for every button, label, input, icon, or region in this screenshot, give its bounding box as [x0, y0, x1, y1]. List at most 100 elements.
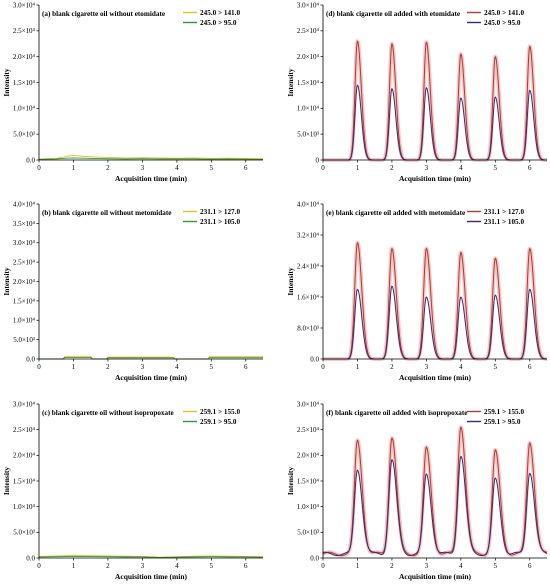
- x-tick-label: 6: [244, 562, 248, 570]
- x-tick-label: 1: [72, 562, 76, 570]
- x-tick-label: 5: [494, 164, 498, 172]
- y-tick-label: 3.0×10⁴: [297, 400, 320, 408]
- panel-title: (a) blank cigarette oil without etomidat…: [42, 10, 165, 18]
- y-tick-label: 3.0×10⁴: [297, 1, 320, 9]
- x-tick-label: 0: [321, 562, 325, 570]
- y-tick-label: 0.0: [26, 355, 35, 363]
- x-tick-label: 5: [494, 363, 498, 371]
- x-axis-title: Acquisition time (min): [115, 373, 188, 382]
- x-tick-label: 2: [390, 363, 394, 371]
- x-tick-label: 3: [141, 164, 145, 172]
- x-tick-label: 0: [37, 164, 41, 172]
- y-tick-label: 3.5×10⁴: [13, 220, 36, 228]
- y-tick-label: 1.0×10⁴: [13, 105, 36, 113]
- y-axis-title: Intensity: [2, 467, 11, 496]
- y-tick-label: 1.5×10⁴: [13, 297, 36, 305]
- y-tick-label: 0.0: [310, 554, 319, 562]
- x-tick-label: 6: [528, 363, 532, 371]
- legend-label: 259.1 > 95.0: [484, 418, 521, 426]
- x-tick-label: 3: [425, 562, 429, 570]
- x-axis-title: Acquisition time (min): [115, 572, 188, 581]
- y-axis-title: Intensity: [286, 267, 295, 296]
- panel-b: 0 1 2 3 4 5 6 0.0 5.0×10³ 1.0×10⁴ 1.5×10⁴ 2.0×10⁴ 2.…: [2, 200, 263, 382]
- y-tick-label: 4.0×10⁴: [297, 200, 320, 208]
- x-tick-label: 5: [210, 363, 214, 371]
- legend-label: 259.1 > 95.0: [200, 418, 237, 426]
- x-tick-label: 0: [37, 363, 41, 371]
- y-tick-label: 2.5×10⁴: [297, 426, 320, 434]
- y-tick-label: 8.0×10³: [297, 324, 319, 332]
- x-tick-label: 0: [37, 562, 41, 570]
- y-tick-label: 2.0×10⁴: [13, 452, 36, 460]
- x-tick-label: 6: [244, 164, 248, 172]
- series-line-1: [322, 426, 548, 557]
- x-tick-label: 4: [459, 164, 463, 172]
- series-line-2: [38, 157, 264, 160]
- y-tick-label: 0.0: [26, 156, 35, 164]
- y-tick-label: 5.0×10³: [13, 529, 35, 537]
- legend-label: 245.0 > 95.0: [200, 19, 237, 27]
- y-tick-label: 5.0×10³: [297, 529, 319, 537]
- y-tick-label: 2.5×10⁴: [297, 27, 320, 35]
- y-tick-label: 3.0×10⁴: [13, 239, 36, 247]
- y-tick-label: 3.0×10⁴: [13, 1, 36, 9]
- series-halo: [321, 39, 549, 162]
- panel-title: (f) blank cigarette oil added with isopr…: [326, 409, 468, 417]
- y-tick-label: 1.0×10⁴: [297, 105, 320, 113]
- y-tick-label: 2.5×10⁴: [13, 426, 36, 434]
- series-line-2: [322, 455, 548, 557]
- legend-label: 245.0 > 141.0: [484, 9, 524, 17]
- x-tick-label: 3: [141, 562, 145, 570]
- x-axis-title: Acquisition time (min): [399, 572, 472, 581]
- x-tick-label: 6: [528, 164, 532, 172]
- panel-f: 0 1 2 3 4 5 6 0.0 5.0×10³ 1.0×10⁴ 1.5×10⁴ 2.0×10⁴ 2.…: [286, 400, 549, 581]
- y-tick-label: 2.5×10⁴: [13, 259, 36, 267]
- x-tick-label: 4: [459, 562, 463, 570]
- y-tick-label: 1.5×10⁴: [13, 79, 36, 87]
- panel-e: 0 1 2 3 4 5 6 0.0 8.0×10³ 1.6×10⁴ 2.4×10⁴ 3.2×10⁴ 4.…: [286, 200, 549, 382]
- y-tick-label: 1.6×10⁴: [297, 293, 320, 301]
- x-axis-title: Acquisition time (min): [115, 174, 188, 183]
- x-tick-label: 6: [528, 562, 532, 570]
- x-tick-label: 5: [210, 164, 214, 172]
- y-axis-title: Intensity: [286, 467, 295, 496]
- panel-title: (b) blank cigarette oil without metomida…: [42, 209, 171, 217]
- y-tick-label: 5.0×10³: [13, 336, 35, 344]
- x-tick-label: 1: [72, 363, 76, 371]
- x-tick-label: 1: [72, 164, 76, 172]
- x-tick-label: 4: [175, 363, 179, 371]
- x-tick-label: 2: [106, 562, 110, 570]
- legend-label: 259.1 > 155.0: [200, 408, 240, 416]
- y-tick-label: 5.0×10³: [297, 131, 319, 139]
- legend-label: 231.1 > 127.0: [484, 208, 524, 216]
- x-tick-label: 3: [141, 363, 145, 371]
- x-tick-label: 2: [106, 363, 110, 371]
- y-tick-label: 2.4×10⁴: [297, 262, 320, 270]
- x-tick-label: 2: [390, 562, 394, 570]
- x-tick-label: 4: [459, 363, 463, 371]
- legend-label: 259.1 > 155.0: [484, 408, 524, 416]
- x-tick-label: 4: [175, 164, 179, 172]
- y-axis-title: Intensity: [2, 267, 11, 296]
- y-tick-label: 2.0×10⁴: [297, 452, 320, 460]
- legend-label: 245.0 > 95.0: [484, 19, 521, 27]
- y-tick-label: 1.0×10⁴: [13, 503, 36, 511]
- y-tick-label: 5.0×10³: [13, 131, 35, 139]
- x-axis-title: Acquisition time (min): [399, 373, 472, 382]
- legend-label: 231.1 > 105.0: [484, 218, 524, 226]
- y-tick-label: 1.5×10⁴: [13, 477, 36, 485]
- panel-d: 0 1 2 3 4 5 6 0 5.0×10³ 1.0×10⁴ 1.5×10⁴ 2.0×10⁴ 2.5×…: [286, 1, 549, 183]
- x-axis-title: Acquisition time (min): [399, 174, 472, 183]
- x-tick-label: 0: [321, 164, 325, 172]
- y-tick-label: 1.0×10⁴: [13, 317, 36, 325]
- y-tick-label: 0: [316, 156, 320, 164]
- x-tick-label: 3: [425, 363, 429, 371]
- series-line-2: [38, 556, 264, 558]
- legend-label: 245.0 > 141.0: [200, 9, 240, 17]
- x-tick-label: 1: [356, 562, 360, 570]
- x-tick-label: 5: [494, 562, 498, 570]
- y-tick-label: 2.0×10⁴: [13, 53, 36, 61]
- y-tick-label: 1.0×10⁴: [297, 503, 320, 511]
- y-tick-label: 3.0×10⁴: [13, 400, 36, 408]
